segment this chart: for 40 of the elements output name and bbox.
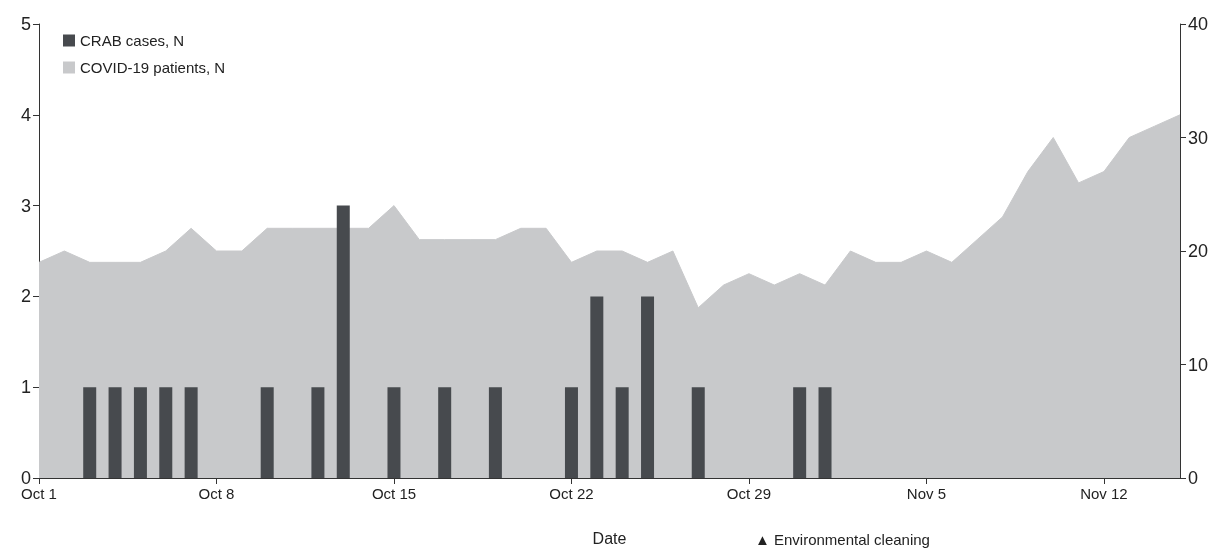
y-tick-label: 3	[20, 195, 31, 216]
bar	[260, 387, 274, 478]
bar	[159, 387, 173, 478]
y-tick-label: 0	[20, 468, 31, 488]
bar	[793, 387, 807, 478]
bar	[590, 296, 604, 478]
bar	[387, 387, 401, 478]
x-tick-label: Oct 15	[371, 485, 417, 502]
y2-tick-label: 30	[1188, 127, 1209, 148]
bar	[691, 387, 705, 478]
x-tick-label: Oct 8	[198, 485, 235, 502]
bar	[438, 387, 452, 478]
bar	[615, 387, 629, 478]
y-tick-label: 4	[20, 104, 31, 125]
bar	[133, 387, 147, 478]
x-tick-label: Nov 5	[906, 485, 947, 502]
bar	[311, 387, 325, 478]
y-tick-label: 1	[20, 377, 31, 398]
bar	[83, 387, 97, 478]
x-tick-label: Nov 12	[1080, 485, 1128, 502]
x-axis-title: Date	[592, 529, 627, 547]
y2-tick-label: 20	[1188, 241, 1209, 261]
y2-tick-label: 40	[1188, 14, 1209, 34]
y2-tick-label: 0	[1188, 468, 1199, 488]
x-tick-label: Oct 22	[549, 485, 594, 502]
legend-label: CRAB cases, N	[80, 32, 185, 49]
bar	[336, 205, 350, 478]
text: ▲ Environmental cleaning	[755, 531, 930, 548]
x-tick-label: Oct 1	[21, 485, 57, 502]
bar	[641, 296, 655, 478]
y-tick-label: 5	[20, 14, 31, 34]
bar	[184, 387, 198, 478]
x-tick-label: Oct 29	[726, 485, 772, 502]
bar	[564, 387, 578, 478]
y-tick-label: 2	[20, 286, 31, 307]
legend-label: COVID-19 patients, N	[80, 59, 226, 76]
bar	[488, 387, 502, 478]
bar	[818, 387, 832, 478]
bar	[108, 387, 122, 478]
y2-tick-label: 10	[1188, 354, 1209, 375]
